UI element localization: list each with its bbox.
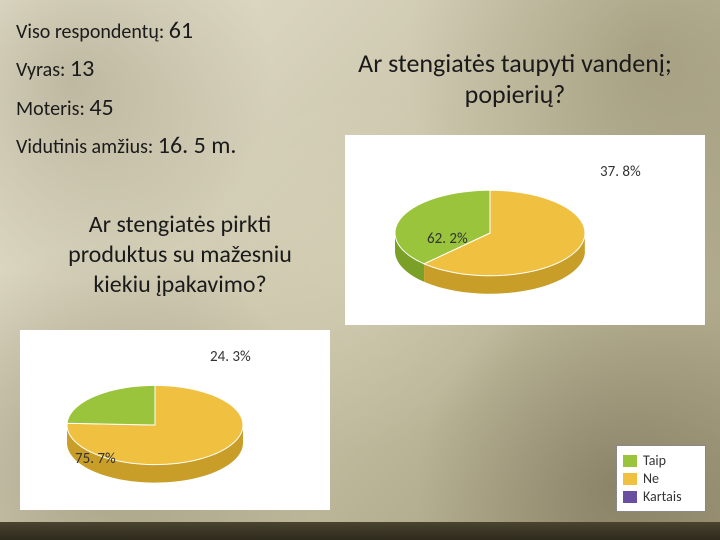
female-label: Moteris: [16, 97, 85, 121]
female-value: 45 [89, 93, 113, 122]
legend-item: Ne [623, 470, 699, 487]
pie-slice-label: 62. 2% [427, 230, 468, 248]
pie2-svg-holder [20, 330, 383, 518]
pie-slice-label: 37. 8% [600, 163, 641, 181]
pie-slice-label: 24. 3% [210, 348, 251, 366]
female-row: Moteris: 45 [16, 89, 236, 127]
total-label: Viso respondentų: [16, 20, 164, 44]
pie1-svg-holder [345, 135, 720, 329]
age-value: 16. 5 m. [158, 131, 237, 160]
legend-item: Kartais [623, 488, 699, 505]
total-row: Viso respondentų: 61 [16, 12, 236, 50]
legend: TaipNeKartais [616, 445, 706, 512]
respondent-stats: Viso respondentų: 61 Vyras: 13 Moteris: … [16, 12, 236, 166]
legend-swatch [623, 491, 637, 503]
legend-item: Taip [623, 452, 699, 469]
pie-slice-label: 75. 7% [75, 450, 116, 468]
total-value: 61 [169, 16, 193, 45]
pie-chart-water-paper: 62. 2% 37. 8% [345, 135, 705, 325]
age-label: Vidutinis amžius: [16, 135, 153, 159]
male-row: Vyras: 13 [16, 50, 236, 88]
legend-swatch [623, 455, 637, 467]
legend-label: Kartais [643, 488, 682, 505]
legend-label: Ne [643, 470, 659, 487]
pie-chart-packaging: 75. 7% 24. 3% [20, 330, 330, 510]
male-label: Vyras: [16, 58, 65, 82]
legend-label: Taip [643, 452, 666, 469]
legend-swatch [623, 473, 637, 485]
male-value: 13 [70, 54, 94, 83]
question-packaging: Ar stengiatės pirkti produktus su mažesn… [40, 210, 320, 300]
question-water-paper: Ar stengiatės taupyti vandenį; popierių? [330, 48, 700, 110]
age-row: Vidutinis amžius: 16. 5 m. [16, 127, 236, 165]
